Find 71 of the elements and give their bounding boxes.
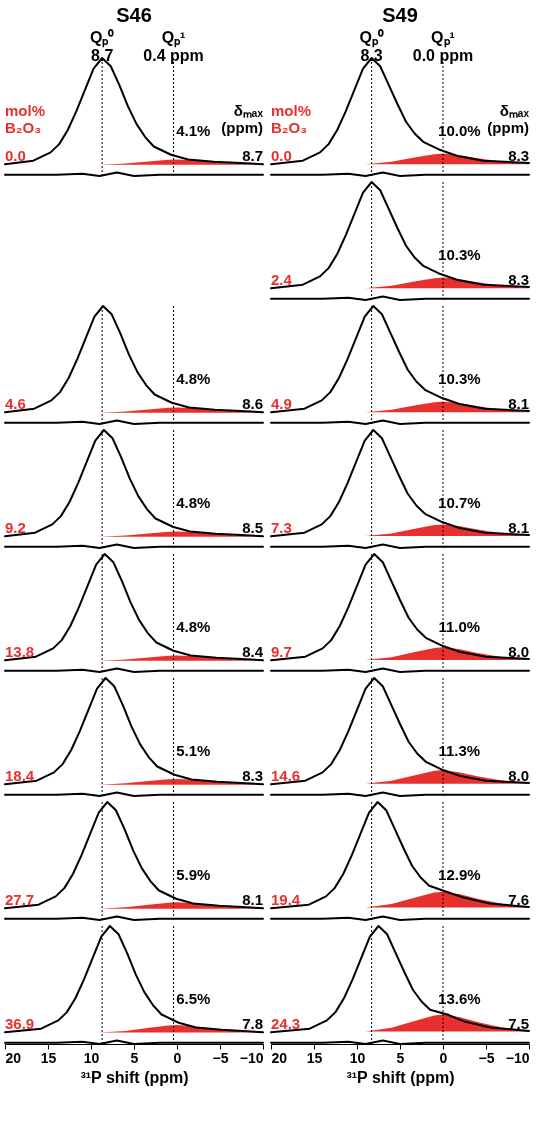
x-axis-title: ³¹P shift (ppm) <box>346 1068 455 1086</box>
annotation: δₘₐₓ (ppm) <box>487 102 530 137</box>
annotation: 9.7 <box>271 643 292 661</box>
x-tick-label: 10 <box>83 1049 100 1066</box>
x-tick-label: 15 <box>306 1049 323 1066</box>
annotation: 5.1% <box>176 742 211 760</box>
annotation: 5.9% <box>176 866 211 884</box>
annotation: 9.2 <box>5 519 26 537</box>
annotation: 8.3 <box>242 767 263 785</box>
x-tick-label: −10 <box>239 1049 264 1066</box>
x-tick-label: 20 <box>271 1049 288 1066</box>
x-tick-label: 5 <box>130 1049 139 1066</box>
annotation: 13.8 <box>5 643 35 661</box>
annotation: 8.1 <box>508 519 529 537</box>
annotation: 11.3% <box>438 742 481 760</box>
annotation: 0.0 <box>271 147 292 165</box>
annotation: 4.1% <box>176 122 211 140</box>
annotation: 7.3 <box>271 519 292 537</box>
chart-title: S49 <box>382 4 418 26</box>
x-tick-label: −10 <box>505 1049 530 1066</box>
annotation: 19.4 <box>271 891 301 909</box>
x-tick-label: 20 <box>5 1049 22 1066</box>
annotation: 4.6 <box>5 395 26 413</box>
chart-title: S46 <box>116 4 152 26</box>
annotation: 7.6 <box>508 891 529 909</box>
x-tick-label: −5 <box>478 1049 495 1066</box>
annotation: 8.3 <box>508 147 529 165</box>
annotation: 8.7 <box>242 147 263 165</box>
annotation: mol% B₂O₃ <box>271 102 312 137</box>
annotation: 10.7% <box>438 494 481 512</box>
x-tick-label: 5 <box>396 1049 405 1066</box>
annotation: 14.6 <box>271 767 301 785</box>
annotation: 8.3 <box>508 271 529 289</box>
annotation: 8.4 <box>242 643 264 661</box>
annotation: 10.0% <box>438 122 481 140</box>
annotation: 10.3% <box>438 370 481 388</box>
x-tick-label: 10 <box>349 1049 366 1066</box>
annotation: 12.9% <box>438 866 481 884</box>
annotation: 8.1 <box>508 395 529 413</box>
annotation: 6.5% <box>176 990 211 1008</box>
annotation: 8.5 <box>242 519 263 537</box>
annotation: 7.5 <box>508 1015 529 1033</box>
ref-line-label: Qₚ⁰ 8.7 <box>89 29 115 64</box>
annotation: 8.1 <box>242 891 263 909</box>
annotation: 13.6% <box>438 990 481 1008</box>
annotation: 8.6 <box>242 395 263 413</box>
annotation: 7.8 <box>242 1015 263 1033</box>
annotation: 4.8% <box>176 618 211 636</box>
ref-line-label: Qₚ⁰ 8.3 <box>359 29 384 64</box>
ref-line-label: Qₚ¹ 0.0 ppm <box>412 29 474 64</box>
annotation: 10.3% <box>438 246 481 264</box>
annotation: mol% B₂O₃ <box>5 102 46 137</box>
annotation: 2.4 <box>271 271 293 289</box>
x-tick-label: 0 <box>439 1049 448 1066</box>
annotation: 8.0 <box>508 643 529 661</box>
x-axis-title: ³¹P shift (ppm) <box>80 1068 189 1086</box>
annotation: 24.3 <box>271 1015 301 1033</box>
annotation: 18.4 <box>5 767 35 785</box>
x-tick-label: 15 <box>40 1049 57 1066</box>
annotation: 8.0 <box>508 767 529 785</box>
annotation: δₘₐₓ (ppm) <box>221 102 264 137</box>
x-tick-label: 0 <box>173 1049 182 1066</box>
annotation: 11.0% <box>438 618 481 636</box>
annotation: 4.9 <box>271 395 292 413</box>
annotation: 4.8% <box>176 370 211 388</box>
annotation: 0.0 <box>5 147 26 165</box>
x-tick-label: −5 <box>212 1049 229 1066</box>
annotation: 36.9 <box>5 1015 35 1033</box>
annotation: 4.8% <box>176 494 211 512</box>
annotation: 27.7 <box>5 891 35 909</box>
ref-line-label: Qₚ¹ 0.4 ppm <box>143 29 204 64</box>
